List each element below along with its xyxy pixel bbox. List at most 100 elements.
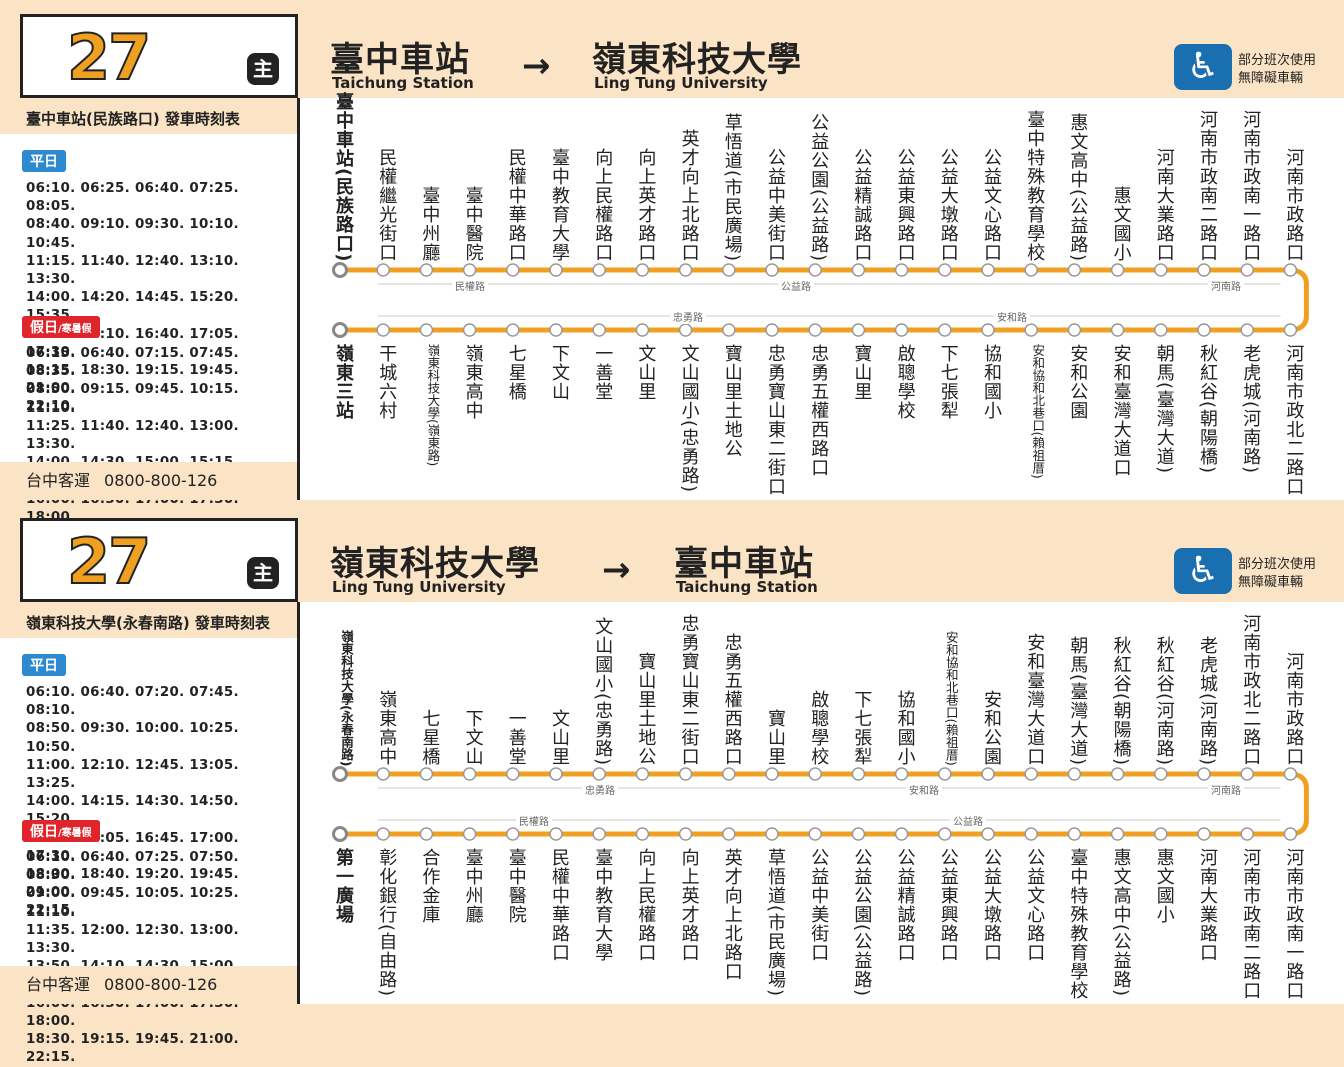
stop-marker (1024, 827, 1038, 841)
stop-name-top: 下文山 (462, 709, 484, 766)
stop-marker (722, 767, 736, 781)
stop-marker (851, 323, 866, 337)
stop-name-top: 向上英才路口 (635, 148, 657, 262)
stop-name-top: 臺中教育大學 (549, 148, 570, 262)
stop-marker (592, 767, 606, 781)
wheelchair-icon: ♿ (1174, 44, 1232, 90)
destination-name-en: Taichung Station (676, 578, 818, 596)
stop-name-top: 河南市政路口 (1283, 652, 1305, 766)
stop-marker (1240, 827, 1254, 841)
stop-marker (462, 827, 477, 841)
stop-name-bottom: 忠勇五權西路口 (808, 344, 830, 477)
stop-marker (1024, 323, 1038, 337)
stop-name-top: 公益中美街口 (765, 148, 786, 262)
stop-name-top: 寶山里 (765, 709, 786, 766)
stop-marker (765, 827, 779, 841)
stop-name-bottom: 老虎城(河南路) (1240, 344, 1262, 475)
stop-marker (894, 767, 909, 781)
stop-name-bottom: 公益東興路口 (937, 848, 959, 962)
company-phone: 0800-800-126 (104, 471, 218, 490)
weekday-badge: 平日 (22, 150, 66, 172)
company-name: 台中客運 (26, 471, 91, 490)
destination-name: 嶺東科技大學 (592, 40, 802, 80)
direction-arrow: → (602, 550, 631, 590)
origin-name: 臺中車站 (330, 40, 470, 80)
stop-marker (332, 322, 348, 338)
stop-marker (635, 827, 650, 841)
stop-marker (981, 827, 995, 841)
route-line (332, 766, 1309, 842)
stop-name-top: 寶山里土地公 (635, 652, 657, 766)
road-label: 河南路 (1208, 782, 1244, 797)
main-route-badge: 主 (247, 557, 279, 589)
route-number-box: 27 主 (20, 14, 298, 98)
holiday-badge: 假日/寒暑假 (22, 820, 100, 842)
stop-name-bottom: 草悟道(市民廣場) (765, 848, 786, 998)
time-row: 08:50. 09:30. 10:00. 10:25. 10:50. (26, 721, 239, 755)
stop-name-top: 嶺東高中 (376, 690, 398, 766)
road-label: 河南路 (1208, 278, 1244, 293)
direction-arrow: → (522, 46, 551, 86)
stop-name-bottom: 一善堂 (592, 344, 614, 401)
route-number-box: 27 主 (20, 518, 298, 602)
time-row: 08:40. 09:10. 09:30. 10:10. 10:45. (26, 217, 239, 251)
stop-name-bottom: 合作金庫 (419, 848, 441, 924)
stop-name-top: 臺中特殊教育學校 (1024, 110, 1046, 262)
stop-name-bottom: 臺中州廳 (462, 848, 484, 924)
stop-marker (419, 263, 434, 277)
stop-name-bottom: 公益大墩路口 (981, 848, 1002, 962)
road-label: 安和路 (906, 782, 942, 797)
stop-marker (1197, 323, 1211, 337)
stop-name-bottom: 公益文心路口 (1024, 848, 1046, 962)
origin-name-en: Ling Tung University (332, 578, 506, 596)
route-number: 27 (66, 20, 152, 95)
road-label: 安和路 (994, 309, 1030, 324)
stop-marker (506, 827, 520, 841)
route-header: 臺中車站 Taichung Station → 嶺東科技大學 Ling Tung… (300, 14, 1344, 98)
time-row: 22:15. (26, 903, 76, 919)
time-row: 11:15. 11:40. 12:40. 13:10. 13:30. (26, 253, 239, 288)
stop-name-bottom: 臺中醫院 (505, 848, 527, 924)
stop-marker (332, 766, 348, 782)
route-header: 嶺東科技大學 Ling Tung University → 臺中車站 Taich… (300, 518, 1344, 602)
stop-name-top: 忠勇寶山東二街口 (678, 614, 700, 766)
stop-name-top: 朝馬(臺灣大道) (1067, 635, 1089, 766)
stop-marker (635, 767, 650, 781)
stop-marker (1283, 263, 1298, 277)
stop-name-bottom: 寶山里 (851, 344, 873, 401)
stop-marker (851, 827, 866, 841)
origin-name-en: Taichung Station (332, 74, 474, 92)
stop-name-bottom: 下文山 (549, 344, 570, 401)
stop-name-top: 河南市政路口 (1283, 148, 1305, 262)
stop-marker (722, 323, 736, 337)
wheelchair-icon: ♿ (1174, 548, 1232, 594)
stop-marker (549, 323, 563, 337)
stop-name-bottom: 惠文國小 (1153, 848, 1175, 924)
stop-marker (765, 767, 779, 781)
stop-marker (462, 323, 477, 337)
route-path (340, 771, 1309, 837)
stop-name-bottom: 民權中華路口 (549, 848, 570, 962)
weekday-badge: 平日 (22, 654, 66, 676)
stop-marker (981, 263, 995, 277)
road-label: 公益路 (950, 813, 986, 828)
stop-marker (332, 826, 348, 842)
stop-marker (981, 323, 995, 337)
company-info: 台中客運 0800-800-126 (0, 462, 297, 500)
stop-marker (765, 263, 779, 277)
stop-name-bottom: 下七張犁 (937, 344, 959, 420)
accessibility-note: 部分班次使用 無障礙車輛 (1238, 557, 1317, 590)
stop-marker (1110, 767, 1125, 781)
weekday-times: 06:10. 06:40. 07:20. 07:45. 08:10. 08:50.… (26, 684, 290, 921)
road-label: 民權路 (516, 813, 552, 828)
stop-name-top: 河南市政南二路口 (1197, 110, 1218, 262)
route-diagram: 嶺東科技大學(永春南路) 嶺東高中 七星橋 下文山 一善堂 文山里 文山國小(忠勇路) 寶山里… (300, 602, 1344, 1004)
stop-name-bottom: 協和國小 (981, 344, 1002, 420)
stop-marker (592, 323, 606, 337)
stop-marker (1197, 827, 1211, 841)
destination-name: 臺中車站 (674, 544, 814, 584)
time-row: 11:00. 12:10. 12:45. 13:05. 13:25. (26, 757, 239, 792)
stop-marker (592, 263, 606, 277)
stop-name-bottom: 文山里 (635, 344, 657, 401)
stop-name-bottom: 啟聰學校 (894, 344, 916, 420)
